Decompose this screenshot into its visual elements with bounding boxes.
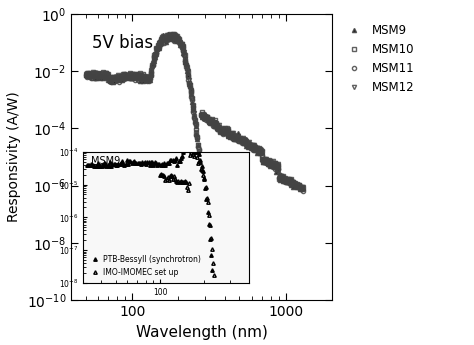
MSM12 xyxy=(83,72,89,77)
Text: 5V bias: 5V bias xyxy=(92,34,153,52)
MSM12 xyxy=(281,176,286,180)
MSM9 xyxy=(217,129,222,134)
PTB-BessyII (synchrotron) xyxy=(189,136,195,140)
IMO-IMOMEC set up xyxy=(196,159,202,163)
IMO-IMOMEC set up xyxy=(192,150,198,154)
Legend: MSM9, MSM10, MSM11, MSM12: MSM9, MSM10, MSM11, MSM12 xyxy=(337,20,419,99)
MSM11 xyxy=(212,124,218,128)
Line: MSM11: MSM11 xyxy=(84,35,305,193)
MSM11 xyxy=(300,189,306,193)
MSM9 xyxy=(267,160,273,164)
MSM10 xyxy=(299,187,304,191)
Line: MSM10: MSM10 xyxy=(84,32,305,191)
MSM12 xyxy=(212,121,218,125)
Line: MSM12: MSM12 xyxy=(84,33,305,191)
MSM11 xyxy=(217,129,222,133)
MSM10 xyxy=(267,160,273,164)
MSM10 xyxy=(83,73,89,77)
MSM12 xyxy=(166,33,172,37)
IMO-IMOMEC set up xyxy=(157,172,163,177)
MSM9 xyxy=(83,73,89,77)
MSM12 xyxy=(297,187,302,191)
Line: PTB-BessyII (synchrotron): PTB-BessyII (synchrotron) xyxy=(85,136,232,345)
MSM10 xyxy=(213,121,219,125)
MSM11 xyxy=(167,35,173,39)
MSM12 xyxy=(217,128,222,132)
MSM10 xyxy=(84,73,90,77)
IMO-IMOMEC set up xyxy=(210,261,216,265)
PTB-BessyII (synchrotron) xyxy=(199,164,204,168)
PTB-BessyII (synchrotron) xyxy=(114,163,120,167)
PTB-BessyII (synchrotron) xyxy=(183,143,189,147)
Line: IMO-IMOMEC set up: IMO-IMOMEC set up xyxy=(158,150,247,345)
MSM10 xyxy=(281,176,286,180)
Text: ____: ____ xyxy=(91,156,107,165)
Y-axis label: Responsivity (A/W): Responsivity (A/W) xyxy=(7,92,21,222)
MSM11 xyxy=(84,75,90,79)
MSM10 xyxy=(170,32,176,36)
MSM11 xyxy=(281,179,286,184)
Line: MSM9: MSM9 xyxy=(84,32,305,191)
MSM10 xyxy=(217,129,222,133)
MSM9 xyxy=(212,124,218,128)
MSM9 xyxy=(300,186,306,190)
MSM9 xyxy=(165,32,171,36)
Legend: PTB-BessyII (synchrotron), IMO-IMOMEC set up: PTB-BessyII (synchrotron), IMO-IMOMEC se… xyxy=(87,253,203,279)
PTB-BessyII (synchrotron) xyxy=(84,162,90,167)
MSM9 xyxy=(297,187,303,191)
MSM10 xyxy=(212,118,218,122)
MSM10 xyxy=(300,186,306,190)
PTB-BessyII (synchrotron) xyxy=(123,161,128,166)
MSM12 xyxy=(300,185,306,189)
MSM9 xyxy=(281,175,286,179)
Text: MSM9: MSM9 xyxy=(91,156,120,166)
IMO-IMOMEC set up xyxy=(213,307,219,311)
PTB-BessyII (synchrotron) xyxy=(164,160,169,165)
MSM12 xyxy=(213,122,219,126)
X-axis label: Wavelength (nm): Wavelength (nm) xyxy=(136,325,267,339)
IMO-IMOMEC set up xyxy=(209,247,215,251)
MSM11 xyxy=(213,124,219,128)
MSM12 xyxy=(84,73,90,78)
MSM9 xyxy=(84,73,90,78)
MSM12 xyxy=(267,162,273,167)
MSM11 xyxy=(83,73,89,77)
MSM9 xyxy=(213,120,219,124)
MSM11 xyxy=(267,160,273,165)
